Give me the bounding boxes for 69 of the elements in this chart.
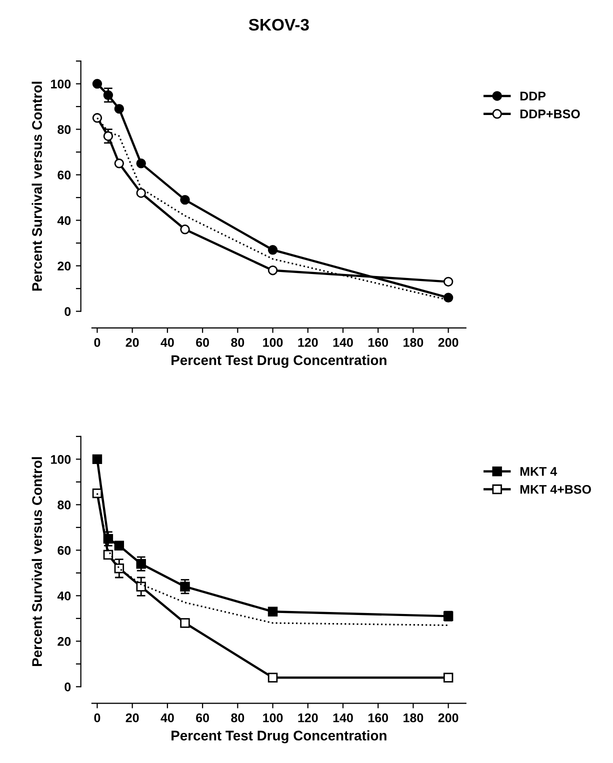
x-tick-label: 180 — [404, 338, 424, 347]
legend-label: DDP+BSO — [520, 110, 580, 118]
point — [92, 113, 102, 123]
x-tick-label: 160 — [368, 713, 388, 722]
x-tick-label: 160 — [368, 338, 388, 347]
point — [114, 104, 124, 114]
x-tick-label: 60 — [196, 338, 209, 347]
point — [180, 194, 190, 205]
y-tick-label: 0 — [64, 682, 71, 692]
legend-label: DDP — [520, 92, 546, 100]
y-axis-title: Percent Survival versus Control — [32, 457, 42, 666]
x-tick-label: 200 — [438, 713, 458, 722]
x-tick-label: 0 — [94, 338, 100, 347]
y-tick-label: 40 — [57, 591, 71, 600]
x-tick-label: 80 — [231, 338, 244, 347]
point — [443, 292, 454, 303]
legend-label: MKT 4+BSO — [520, 484, 591, 494]
point — [103, 131, 114, 141]
x-tick-label: 40 — [160, 338, 174, 347]
x-tick-label: 20 — [126, 713, 139, 722]
point — [136, 188, 146, 198]
y-tick-label: 60 — [58, 546, 71, 555]
point — [268, 245, 278, 255]
y-tick-label: 80 — [58, 125, 71, 134]
x-axis-title: Percent Test Drug Concentration — [172, 730, 386, 744]
x-tick-label: 0 — [94, 713, 100, 722]
y-tick-label: 100 — [51, 454, 71, 464]
point — [136, 558, 146, 569]
point — [103, 90, 114, 100]
point — [268, 606, 278, 616]
y-tick-label: 60 — [58, 170, 71, 180]
x-tick-label: 60 — [196, 713, 209, 722]
x-tick-label: 140 — [333, 338, 353, 347]
point — [443, 672, 454, 682]
legend-label: MKT 4 — [520, 467, 558, 476]
point — [268, 672, 278, 682]
chart-title: SKOV-3 — [248, 18, 309, 31]
point — [92, 78, 102, 89]
point — [114, 158, 124, 168]
y-tick-label: 20 — [58, 262, 71, 270]
y-tick-label: 80 — [58, 500, 71, 510]
point — [92, 454, 102, 464]
y-axis-title: Percent Survival versus Control — [32, 82, 42, 291]
y-tick-label: 20 — [58, 637, 71, 646]
point — [180, 582, 190, 592]
y-tick-label: 100 — [51, 80, 71, 88]
x-tick-label: 100 — [263, 338, 283, 347]
point — [136, 582, 146, 592]
x-tick-label: 20 — [126, 338, 139, 347]
y-tick-label: 40 — [57, 216, 71, 225]
point — [114, 564, 124, 574]
x-tick-label: 80 — [231, 713, 244, 722]
point — [180, 224, 190, 234]
y-tick-label: 0 — [64, 307, 71, 316]
x-tick-label: 200 — [438, 338, 458, 347]
x-tick-label: 180 — [404, 713, 424, 722]
point — [103, 550, 114, 560]
point — [114, 540, 124, 551]
point — [443, 276, 454, 287]
x-tick-label: 120 — [298, 713, 318, 722]
point — [136, 158, 146, 168]
x-tick-label: 40 — [160, 713, 174, 722]
point — [180, 618, 190, 628]
x-tick-label: 140 — [333, 713, 353, 722]
point — [92, 488, 102, 498]
x-tick-label: 120 — [298, 338, 318, 347]
point — [268, 265, 278, 276]
x-axis-title: Percent Test Drug Concentration — [172, 354, 386, 368]
x-tick-label: 100 — [263, 713, 283, 722]
